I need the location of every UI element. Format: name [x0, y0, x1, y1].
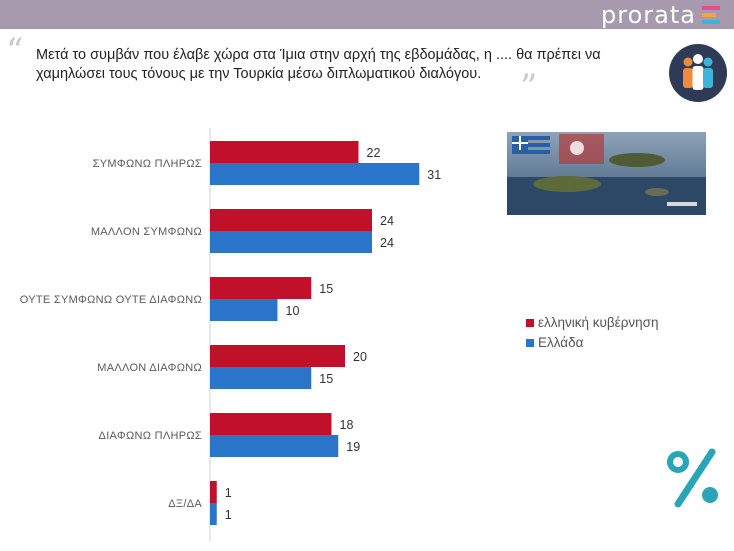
data-label: 15: [319, 372, 333, 386]
bar-greece: [210, 503, 217, 525]
legend-label-greece: Ελλάδα: [538, 335, 584, 350]
category-label: ΜΑΛΛΟΝ ΔΙΑΦΩΝΩ: [97, 362, 202, 374]
category-label: ΟΥΤΕ ΣΥΜΦΩΝΩ ΟΥΤΕ ΔΙΑΦΩΝΩ: [20, 294, 202, 306]
legend: ελληνική κυβέρνηση Ελλάδα: [526, 315, 658, 355]
data-label: 10: [286, 304, 300, 318]
category-label: ΔΙΑΦΩΝΩ ΠΛΗΡΩΣ: [99, 430, 202, 442]
data-label: 20: [353, 350, 367, 364]
people-icon: [669, 44, 727, 102]
percent-icon: [664, 448, 724, 508]
data-label: 1: [225, 486, 232, 500]
bar-government: [210, 277, 312, 299]
imia-islands-photo: [507, 132, 706, 215]
brand: prorata: [601, 0, 720, 29]
brand-logo-icon: [702, 5, 720, 24]
bar-greece: [210, 163, 420, 185]
legend-item-greece: Ελλάδα: [526, 335, 658, 350]
data-label: 24: [380, 236, 394, 250]
bar-government: [210, 413, 332, 435]
legend-item-government: ελληνική κυβέρνηση: [526, 315, 658, 330]
bar-government: [210, 481, 217, 503]
bar-government: [210, 209, 372, 231]
data-label: 18: [340, 418, 354, 432]
bar-greece: [210, 231, 372, 253]
data-label: 15: [319, 282, 333, 296]
data-label: 31: [427, 168, 441, 182]
data-label: 1: [225, 508, 232, 522]
data-label: 19: [346, 440, 360, 454]
bar-greece: [210, 435, 339, 457]
category-label: ΔΞ/ΔΑ: [168, 498, 202, 510]
bar-greece: [210, 299, 278, 321]
bars-group: ΣΥΜΦΩΝΩ ΠΛΗΡΩΣ 22 31 ΜΑΛΛΟΝ ΣΥΜΦΩΝΩ 24 24 ΟΥΤΕ…: [20, 141, 441, 525]
brand-name: prorata: [601, 0, 696, 29]
category-label: ΣΥΜΦΩΝΩ ΠΛΗΡΩΣ: [93, 158, 202, 170]
open-quote-icon: “: [6, 31, 24, 71]
bar-government: [210, 141, 359, 163]
bar-government: [210, 345, 345, 367]
close-quote-icon: ”: [520, 67, 538, 107]
legend-label-government: ελληνική κυβέρνηση: [538, 315, 659, 330]
top-bar: prorata: [0, 0, 734, 29]
category-label: ΜΑΛΛΟΝ ΣΥΜΦΩΝΩ: [91, 226, 202, 238]
data-label: 22: [367, 146, 381, 160]
legend-swatch-government: [526, 318, 534, 327]
bar-greece: [210, 367, 312, 389]
bar-chart: ΣΥΜΦΩΝΩ ΠΛΗΡΩΣ 22 31 ΜΑΛΛΟΝ ΣΥΜΦΩΝΩ 24 24 ΟΥΤΕ…: [20, 128, 441, 541]
question-text: Μετά το συμβάν που έλαβε χώρα στα Ίμια σ…: [36, 47, 601, 82]
data-label: 24: [380, 214, 394, 228]
legend-swatch-greece: [526, 338, 534, 347]
